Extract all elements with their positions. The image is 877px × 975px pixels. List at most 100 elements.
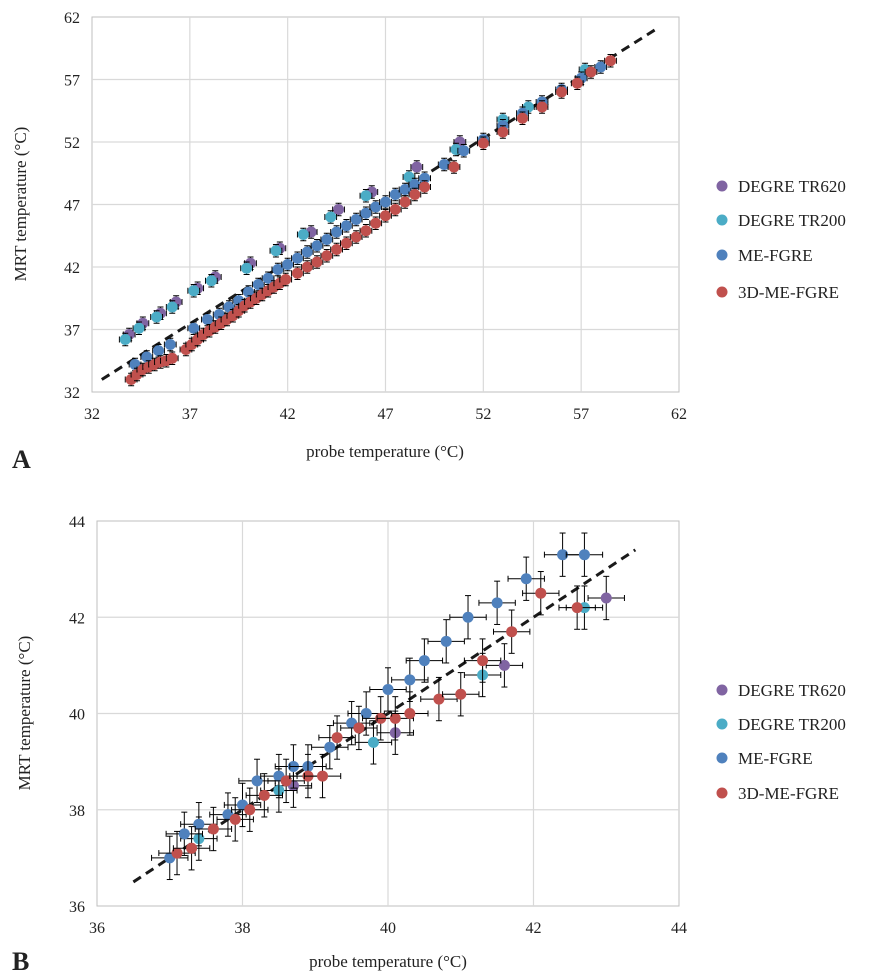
data-point (280, 775, 292, 787)
data-point (600, 592, 612, 604)
data-point (311, 240, 323, 252)
data-point (433, 693, 445, 705)
data-point (382, 683, 394, 695)
data-point (399, 184, 411, 195)
data-point (188, 285, 200, 297)
data-point (252, 279, 264, 290)
data-point (188, 322, 200, 334)
data-point (458, 145, 470, 157)
y-tick-label: 62 (64, 10, 80, 27)
legend-marker (716, 684, 728, 696)
data-point (556, 86, 568, 98)
x-tick-label: 36 (89, 920, 105, 937)
legend-marker (716, 180, 728, 192)
legend-marker (716, 752, 728, 764)
y-tick-label: 57 (64, 73, 80, 90)
data-point (262, 272, 274, 284)
data-point (419, 181, 431, 193)
data-point (324, 741, 336, 753)
data-point (462, 611, 474, 623)
data-point (331, 244, 343, 255)
data-point (333, 204, 345, 215)
data-point (340, 220, 352, 232)
y-axis-label-a: MRT temperature (°C) (11, 127, 30, 282)
data-point (380, 196, 391, 208)
series-degre-tr200 (118, 62, 592, 347)
y-tick-label: 52 (64, 135, 80, 152)
points-a (118, 54, 617, 387)
data-point (370, 201, 382, 213)
data-point (404, 674, 416, 686)
data-point (557, 549, 569, 561)
y-tick-label: 32 (64, 385, 80, 402)
y-tick-label: 44 (69, 514, 85, 531)
data-point (291, 267, 303, 279)
legend-label: DEGRE TR200 (738, 715, 846, 734)
x-axis-label-a: probe temperature (°C) (306, 442, 464, 461)
x-tick-label: 42 (526, 920, 542, 937)
data-point (350, 214, 362, 225)
data-point (129, 359, 141, 370)
data-point (516, 112, 528, 124)
series-3d-me-fgre (158, 571, 596, 876)
data-point (350, 231, 362, 243)
legend-label: 3D-ME-FGRE (738, 283, 839, 302)
data-point (317, 770, 329, 782)
data-point (201, 314, 213, 325)
x-tick-label: 38 (235, 920, 251, 937)
data-point (282, 259, 294, 270)
x-tick-label: 37 (182, 406, 198, 423)
data-point (399, 196, 411, 208)
data-point (389, 189, 401, 200)
x-tick-label: 40 (380, 920, 396, 937)
data-point (166, 301, 178, 313)
data-point (477, 655, 489, 667)
data-point (353, 722, 365, 734)
data-point (243, 286, 255, 298)
legend-marker (716, 286, 728, 298)
data-point (331, 226, 343, 238)
x-axis-label-b: probe temperature (°C) (309, 952, 467, 971)
series-me-fgre (128, 60, 608, 372)
legend-marker (716, 249, 728, 261)
legend-label: ME-FGRE (738, 749, 813, 768)
data-point (491, 597, 503, 609)
data-point (241, 262, 253, 274)
data-point (321, 250, 333, 262)
data-point (244, 804, 256, 816)
data-point (331, 732, 343, 744)
data-point (438, 159, 450, 170)
data-point (171, 847, 183, 859)
data-point (411, 161, 423, 173)
panel-label-b: B (12, 947, 29, 975)
data-point (403, 171, 415, 183)
data-point (325, 211, 337, 223)
x-tick-label: 32 (84, 406, 100, 423)
legend-label: ME-FGRE (738, 246, 813, 265)
data-point (178, 828, 190, 840)
y-tick-label: 42 (64, 260, 80, 277)
data-point (258, 789, 270, 801)
panel-label-a: A (12, 445, 31, 474)
y-tick-label: 42 (69, 610, 85, 627)
data-point (301, 246, 313, 258)
points-b (151, 532, 625, 881)
y-tick-label: 47 (64, 198, 80, 215)
data-point (605, 55, 617, 67)
data-point (251, 775, 263, 787)
data-point (151, 311, 163, 323)
data-point (229, 813, 241, 825)
data-point (166, 352, 178, 364)
data-point (119, 334, 131, 345)
data-point (498, 659, 510, 671)
data-point (595, 61, 607, 73)
data-point (360, 225, 372, 237)
ticks-b: 36 38 40 42 44 36 38 40 42 44 (69, 514, 687, 937)
y-tick-label: 40 (69, 707, 85, 724)
data-point (321, 234, 333, 245)
x-tick-label: 52 (475, 406, 491, 423)
data-point (280, 274, 292, 285)
x-tick-label: 42 (280, 406, 296, 423)
data-point (571, 77, 583, 89)
